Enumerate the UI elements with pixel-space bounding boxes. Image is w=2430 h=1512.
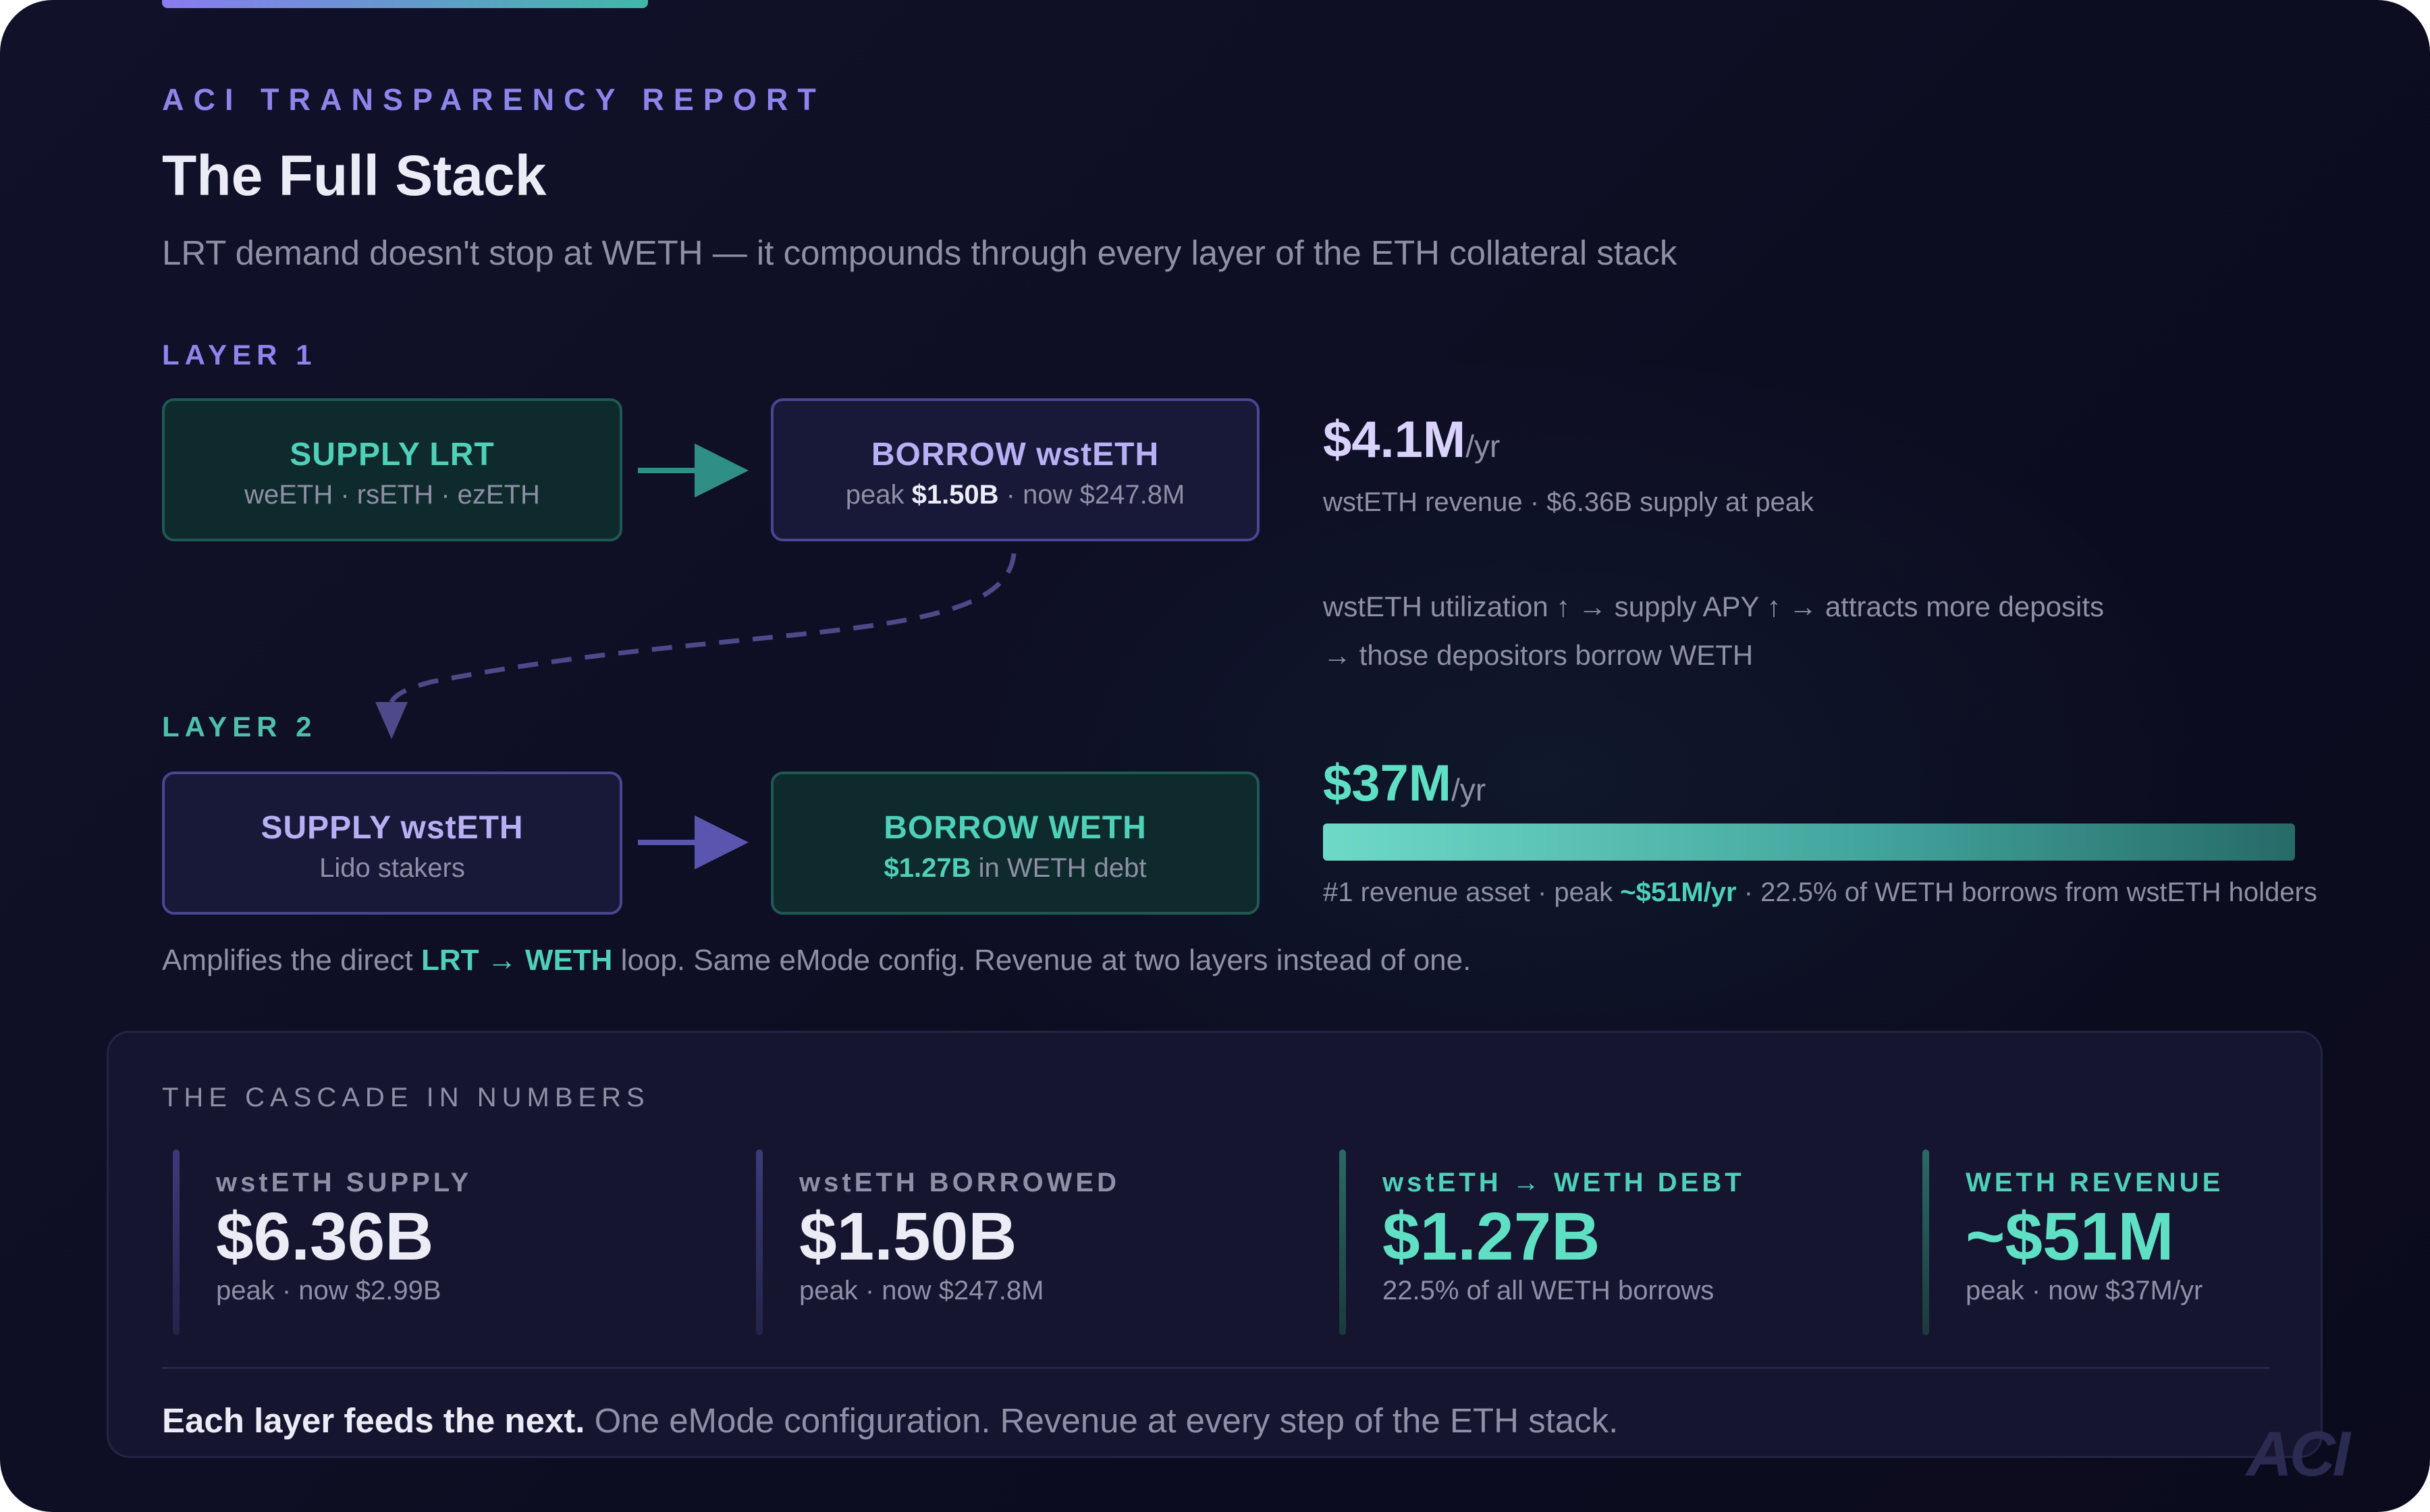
revenue-bar-track (1323, 824, 2295, 861)
flow-note-line-1: wstETH utilization ↑ → supply APY ↑ → at… (1323, 591, 2104, 622)
stat-accent-bar (1922, 1150, 1929, 1335)
supply-lrt-subtitle: weETH · rsETH · ezETH (244, 480, 540, 510)
stat-value: $6.36B (216, 1199, 434, 1274)
borrow-wsteth-subtitle: peak $1.50B · now $247.8M (845, 480, 1185, 510)
layer-2-revenue: $37M/yr (1323, 755, 1486, 812)
layer-1-revenue: $4.1M/yr (1323, 411, 1501, 468)
aci-logo: ACI (2246, 1418, 2350, 1489)
report-eyebrow: ACI TRANSPARENCY REPORT (162, 82, 826, 117)
layer-2-revenue-note: #1 revenue asset · peak ~$51M/yr · 22.5%… (1323, 878, 2317, 907)
supply-wsteth-subtitle: Lido stakers (319, 853, 465, 883)
supply-lrt-title: SUPPLY LRT (290, 437, 495, 473)
stat-label: wstETH SUPPLY (216, 1168, 473, 1197)
stat-subtext: peak · now $247.8M (799, 1276, 1044, 1305)
supply-lrt-box: SUPPLY LRT weETH · rsETH · ezETH (162, 398, 622, 541)
flow-note-line-2: → those depositors borrow WETH (1323, 639, 1754, 671)
stat-subtext: peak · now $2.99B (216, 1276, 441, 1305)
stat-subtext: 22.5% of all WETH borrows (1382, 1276, 1714, 1305)
borrow-weth-title: BORROW WETH (884, 810, 1147, 846)
borrow-wsteth-title: BORROW wstETH (871, 437, 1160, 473)
stat-accent-bar (1339, 1150, 1346, 1335)
cascade-arrowhead (375, 702, 408, 739)
borrow-weth-subtitle: $1.27B in WETH debt (884, 853, 1147, 883)
stat-value: ~$51M (1966, 1199, 2174, 1274)
stat-label: WETH REVENUE (1966, 1168, 2224, 1197)
page-title: The Full Stack (162, 144, 547, 207)
accent-bar (162, 0, 648, 8)
stat-subtext: peak · now $37M/yr (1966, 1276, 2203, 1305)
stat-value: $1.27B (1382, 1199, 1600, 1274)
cascade-panel (107, 1031, 2323, 1458)
page-subtitle: LRT demand doesn't stop at WETH — it com… (162, 234, 1677, 272)
supply-wsteth-title: SUPPLY wstETH (261, 810, 524, 846)
cascade-title: THE CASCADE IN NUMBERS (162, 1083, 650, 1112)
stat-label: wstETH BORROWED (799, 1168, 1120, 1197)
borrow-wsteth-box: BORROW wstETH peak $1.50B · now $247.8M (771, 398, 1260, 541)
layer-1-label: LAYER 1 (162, 339, 317, 371)
stat-value: $1.50B (799, 1199, 1017, 1274)
layer-2-label: LAYER 2 (162, 711, 317, 742)
supply-wsteth-box: SUPPLY wstETH Lido stakers (162, 772, 622, 915)
amplifies-note: Amplifies the direct LRT → WETH loop. Sa… (162, 944, 1472, 977)
stat-accent-bar (173, 1150, 180, 1335)
footer-divider (162, 1367, 2269, 1369)
footer-statement: Each layer feeds the next. One eMode con… (162, 1401, 1619, 1440)
stat-accent-bar (756, 1150, 763, 1335)
stat-label: wstETH → WETH DEBT (1382, 1168, 1745, 1197)
layer-1-revenue-note: wstETH revenue · $6.36B supply at peak (1323, 487, 1814, 517)
borrow-weth-box: BORROW WETH $1.27B in WETH debt (771, 772, 1260, 915)
dashed-cascade-connector (389, 553, 1017, 703)
